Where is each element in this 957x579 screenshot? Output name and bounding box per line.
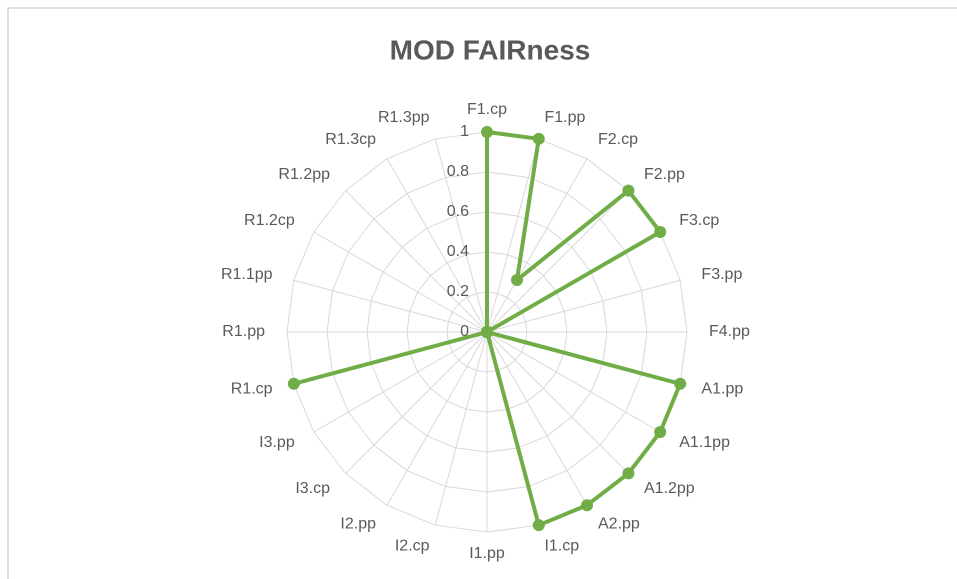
category-label: A2.pp xyxy=(598,515,640,532)
category-label: F4.pp xyxy=(709,323,750,340)
data-point xyxy=(674,377,687,390)
spoke xyxy=(345,331,488,474)
spoke xyxy=(345,190,488,333)
spoke xyxy=(313,331,488,433)
chart-title: MOD FAIRness xyxy=(390,34,591,65)
category-label: F2.cp xyxy=(598,131,638,148)
data-point xyxy=(511,274,523,287)
category-label: R1.3cp xyxy=(325,131,376,148)
spoke xyxy=(434,331,488,526)
data-point xyxy=(481,326,493,338)
spoke xyxy=(486,331,588,506)
data-point xyxy=(581,499,593,512)
category-label: A1.pp xyxy=(701,381,743,398)
radial-tick-label: 0.6 xyxy=(447,203,469,220)
spoke xyxy=(486,190,629,333)
spoke xyxy=(434,138,488,333)
data-point xyxy=(654,426,667,438)
category-label: I3.pp xyxy=(259,434,295,451)
radial-tick-label: 0.2 xyxy=(447,283,469,300)
category-label: R1.3pp xyxy=(378,109,430,126)
spoke xyxy=(293,279,488,333)
category-label: R1.2cp xyxy=(244,212,295,229)
category-label: F2.pp xyxy=(644,166,685,183)
category-label: R1.2pp xyxy=(278,166,330,183)
category-label: F1.pp xyxy=(544,109,585,126)
category-label: R1.1pp xyxy=(221,266,273,283)
data-point xyxy=(654,226,667,238)
radial-tick-label: 1 xyxy=(460,123,469,140)
spoke xyxy=(486,279,681,333)
category-label: F3.pp xyxy=(701,266,742,283)
data-point xyxy=(532,519,545,532)
data-point xyxy=(481,126,493,138)
radial-tick-label: 0.4 xyxy=(447,243,469,260)
data-point xyxy=(287,377,300,390)
data-point xyxy=(532,132,545,145)
category-label: I3.cp xyxy=(295,480,330,497)
category-label: I2.pp xyxy=(340,515,376,532)
chart-frame xyxy=(7,7,957,579)
data-point xyxy=(622,184,635,197)
category-label: R1.pp xyxy=(222,323,265,340)
spoke xyxy=(486,331,661,433)
spoke xyxy=(486,158,588,333)
spoke xyxy=(486,138,540,333)
category-label: A1.1pp xyxy=(679,434,730,451)
category-label: A1.2pp xyxy=(644,480,695,497)
category-label: I1.cp xyxy=(544,538,579,555)
spoke xyxy=(386,158,488,333)
category-label: I1.pp xyxy=(469,545,505,562)
category-label: F3.cp xyxy=(679,212,719,229)
radial-tick-label: 0 xyxy=(460,323,469,340)
category-label: R1.cp xyxy=(231,381,273,398)
data-point xyxy=(622,467,635,480)
category-label: F1.cp xyxy=(467,101,507,118)
category-label: I2.cp xyxy=(395,538,430,555)
spoke xyxy=(486,331,629,474)
radial-tick-label: 0.8 xyxy=(447,163,469,180)
spoke xyxy=(313,231,488,333)
spoke xyxy=(386,331,488,506)
